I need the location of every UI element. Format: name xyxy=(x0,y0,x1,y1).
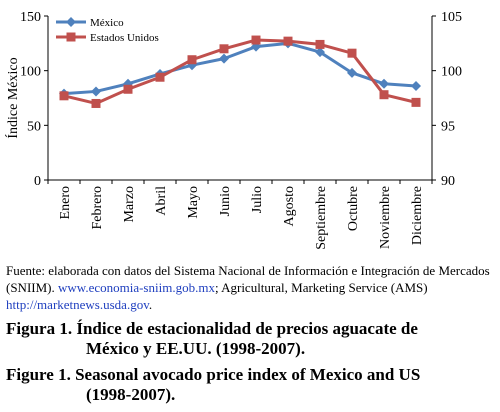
left-tick-label: 100 xyxy=(20,65,41,80)
x-category-label: Noviembre xyxy=(378,186,393,249)
mexico-series-line xyxy=(63,41,417,96)
us-data-point xyxy=(219,44,229,54)
x-category-label: Agosto xyxy=(282,186,297,226)
us-data-point xyxy=(123,84,133,94)
source-prefix: Fuente: elaborada con datos del Sistema … xyxy=(6,263,490,295)
us-data-point xyxy=(283,36,293,46)
x-category-label: Enero xyxy=(58,186,73,219)
us-legend-marker xyxy=(66,32,76,42)
us-data-point xyxy=(315,39,325,49)
x-category-label: Septiembre xyxy=(314,186,329,250)
right-tick-label: 90 xyxy=(441,174,455,189)
right-tick-label: 105 xyxy=(441,10,462,25)
caption-spanish-line2: México y EE.UU. (1998-2007). xyxy=(86,339,306,358)
mexico-legend-marker xyxy=(66,17,76,27)
x-category-label: Diciembre xyxy=(410,186,425,245)
caption-spanish-line1: Figura 1. Índice de estacionalidad de pr… xyxy=(6,319,418,338)
mexico-legend-label: México xyxy=(90,17,124,29)
y-axis-title: Índice México xyxy=(4,57,21,138)
mexico-data-point xyxy=(411,80,421,91)
mexico-data-point xyxy=(219,53,229,64)
mexico-data-point xyxy=(315,47,325,58)
us-data-point xyxy=(155,72,165,82)
caption-english-line2: (1998-2007). xyxy=(86,385,176,404)
caption-spanish: Figura 1. Índice de estacionalidad de pr… xyxy=(6,319,494,359)
us-data-point xyxy=(187,55,197,65)
us-data-point xyxy=(59,91,69,101)
us-data-point xyxy=(411,97,421,107)
us-data-point xyxy=(379,90,389,100)
right-tick-label: 100 xyxy=(441,65,462,80)
usda-link[interactable]: http://marketnews.usda.gov xyxy=(6,297,149,312)
us-series-line xyxy=(63,38,417,105)
source-note: Fuente: elaborada con datos del Sistema … xyxy=(6,262,494,313)
left-tick-label: 0 xyxy=(34,174,41,189)
mexico-data-point xyxy=(347,67,357,78)
x-category-label: Marzo xyxy=(122,186,137,223)
source-middle: ; Agricultural, Marketing Service (AMS) xyxy=(214,280,428,295)
caption-english-line1: Figure 1. Seasonal avocado price index o… xyxy=(6,365,421,384)
x-category-label: Abril xyxy=(154,186,169,216)
us-data-point xyxy=(347,48,357,58)
caption-english: Figure 1. Seasonal avocado price index o… xyxy=(6,365,494,405)
x-category-label: Junio xyxy=(218,186,233,216)
left-tick-label: 50 xyxy=(27,119,41,134)
source-suffix: . xyxy=(148,297,153,312)
mexico-data-point xyxy=(91,86,101,97)
x-category-label: Febrero xyxy=(90,186,105,230)
x-category-label: Mayo xyxy=(186,186,201,219)
right-tick-label: 95 xyxy=(441,119,455,134)
seasonality-chart: 0 50 100 150 90 95 100 105 Enero Febrero Marzo Abri… xyxy=(4,10,462,250)
sniim-link[interactable]: www.economia-sniim.gob.mx xyxy=(58,280,215,295)
us-data-point xyxy=(91,98,101,108)
x-category-label: Octubre xyxy=(346,186,361,231)
us-data-point xyxy=(251,35,261,45)
mexico-data-point xyxy=(379,78,389,89)
us-legend-label: Estados Unidos xyxy=(90,32,159,44)
x-category-label: Julio xyxy=(250,186,265,213)
left-tick-label: 150 xyxy=(20,10,41,25)
